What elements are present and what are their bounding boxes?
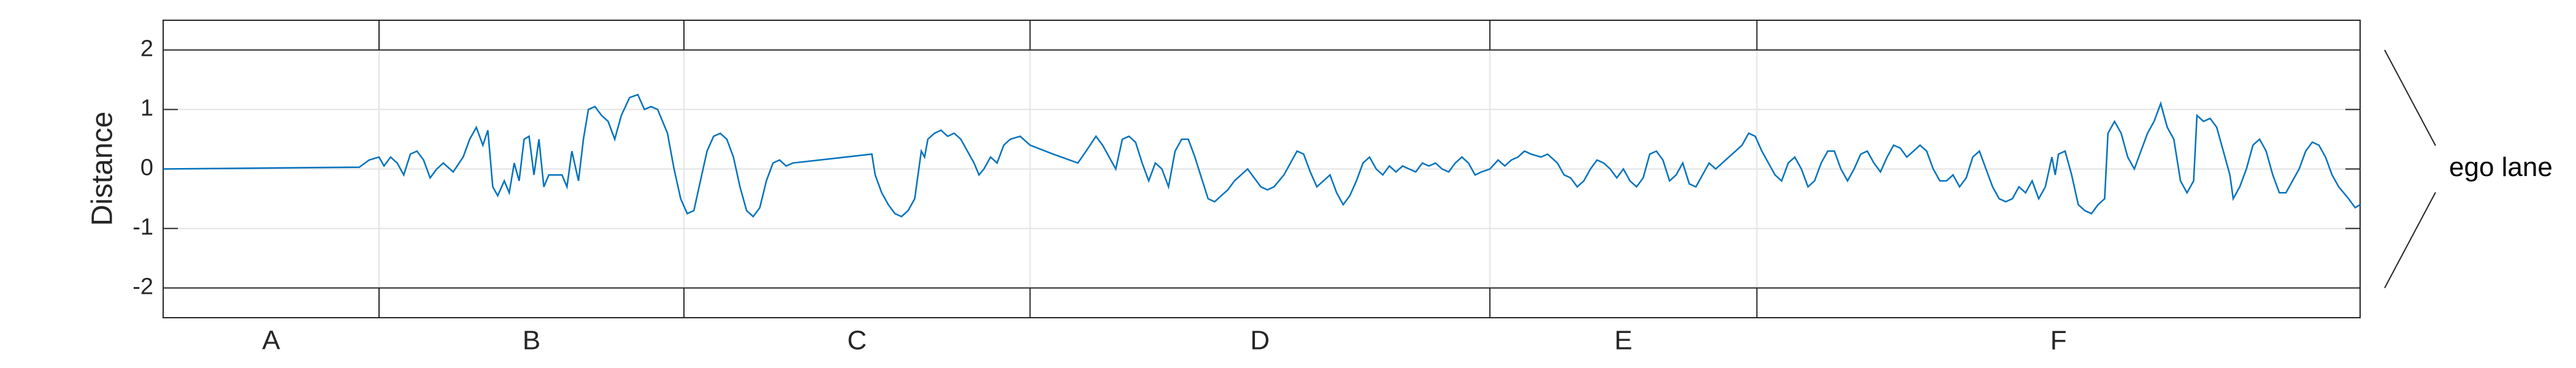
bracket [2384,50,2436,146]
bracket [2384,192,2436,288]
segment-label: E [1614,326,1632,356]
data-line [163,93,2361,218]
y-tick-label: 0 [140,155,153,181]
segment-label: B [523,326,540,356]
segment-label: C [847,326,867,356]
annotation: ego lane [2449,152,2553,182]
segment-label: A [262,326,280,356]
y-tick-label: -2 [132,274,153,300]
y-axis-label: Distance [86,112,119,226]
segment-label: D [1250,326,1270,356]
y-tick-label: 1 [140,96,153,121]
segment-label: F [2050,326,2067,356]
y-tick-label: -1 [132,215,153,240]
y-tick-label: 2 [140,36,153,62]
